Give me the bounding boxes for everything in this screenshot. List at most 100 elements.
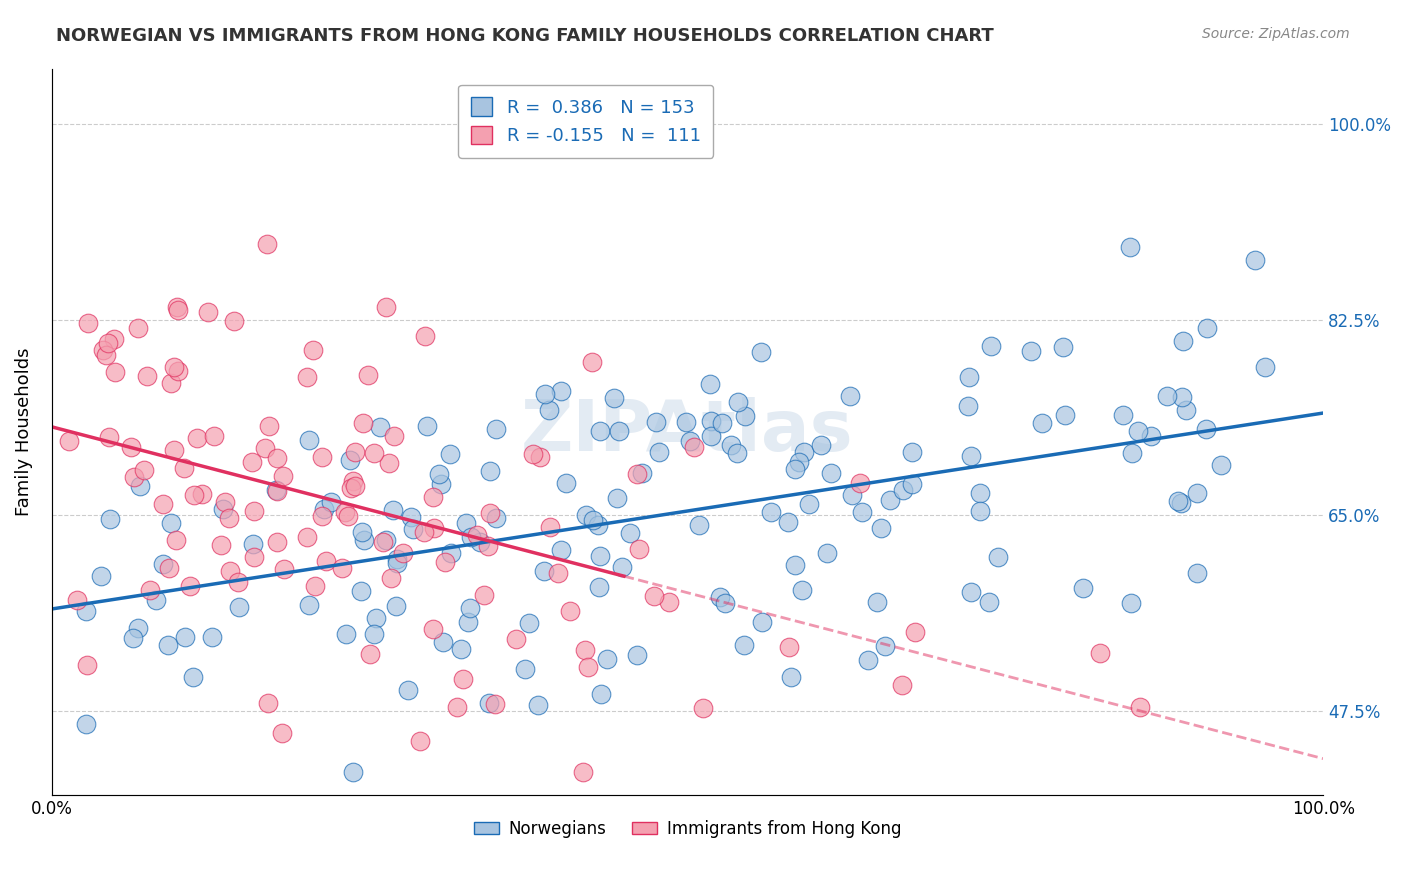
Point	[385, 599, 408, 614]
Point	[224, 314, 246, 328]
Point	[711, 416, 734, 430]
Point	[156, 638, 179, 652]
Point	[733, 638, 755, 652]
Point	[295, 370, 318, 384]
Point	[214, 495, 236, 509]
Point	[242, 537, 264, 551]
Point	[734, 409, 756, 423]
Point	[749, 345, 772, 359]
Point	[298, 434, 321, 448]
Point	[209, 538, 232, 552]
Point	[374, 301, 396, 315]
Point	[658, 595, 681, 609]
Point	[589, 424, 612, 438]
Point	[538, 520, 561, 534]
Point	[1156, 388, 1178, 402]
Point	[1170, 495, 1192, 509]
Point	[477, 539, 499, 553]
Point	[422, 521, 444, 535]
Point	[135, 368, 157, 383]
Point	[166, 302, 188, 317]
Point	[643, 589, 665, 603]
Point	[820, 466, 842, 480]
Point	[780, 670, 803, 684]
Point	[1052, 340, 1074, 354]
Point	[321, 494, 343, 508]
Point	[75, 604, 97, 618]
Point	[368, 420, 391, 434]
Point	[576, 659, 599, 673]
Point	[364, 611, 387, 625]
Point	[273, 562, 295, 576]
Point	[1209, 458, 1232, 473]
Point	[610, 559, 633, 574]
Point	[152, 497, 174, 511]
Point	[485, 510, 508, 524]
Point	[1031, 417, 1053, 431]
Point	[858, 652, 880, 666]
Point	[98, 430, 121, 444]
Point	[979, 339, 1001, 353]
Point	[959, 585, 981, 599]
Point	[1170, 390, 1192, 404]
Point	[1254, 359, 1277, 374]
Point	[412, 524, 434, 539]
Point	[335, 505, 357, 519]
Point	[91, 343, 114, 358]
Point	[1174, 402, 1197, 417]
Point	[675, 415, 697, 429]
Point	[127, 320, 149, 334]
Point	[402, 523, 425, 537]
Point	[254, 441, 277, 455]
Point	[304, 579, 326, 593]
Point	[353, 533, 375, 547]
Point	[793, 445, 815, 459]
Point	[384, 429, 406, 443]
Point	[648, 444, 671, 458]
Point	[977, 595, 1000, 609]
Point	[529, 450, 551, 464]
Point	[589, 687, 612, 701]
Point	[122, 631, 145, 645]
Point	[1139, 429, 1161, 443]
Point	[312, 502, 335, 516]
Point	[700, 429, 723, 443]
Point	[890, 678, 912, 692]
Point	[90, 569, 112, 583]
Point	[335, 627, 357, 641]
Point	[427, 467, 450, 481]
Point	[891, 483, 914, 497]
Point	[183, 488, 205, 502]
Point	[759, 505, 782, 519]
Point	[692, 701, 714, 715]
Point	[228, 599, 250, 614]
Point	[725, 445, 748, 459]
Point	[550, 542, 572, 557]
Point	[575, 508, 598, 522]
Point	[1128, 424, 1150, 438]
Text: ZIPAtlas: ZIPAtlas	[522, 397, 853, 467]
Point	[534, 387, 557, 401]
Point	[626, 648, 648, 662]
Point	[969, 485, 991, 500]
Point	[550, 384, 572, 399]
Point	[505, 632, 527, 647]
Point	[581, 355, 603, 369]
Point	[558, 603, 581, 617]
Point	[589, 549, 612, 563]
Point	[266, 534, 288, 549]
Point	[799, 497, 821, 511]
Point	[626, 467, 648, 481]
Text: NORWEGIAN VS IMMIGRANTS FROM HONG KONG FAMILY HOUSEHOLDS CORRELATION CHART: NORWEGIAN VS IMMIGRANTS FROM HONG KONG F…	[56, 27, 994, 45]
Point	[271, 468, 294, 483]
Y-axis label: Family Households: Family Households	[15, 347, 32, 516]
Point	[1071, 581, 1094, 595]
Point	[104, 365, 127, 379]
Point	[785, 462, 807, 476]
Point	[644, 415, 666, 429]
Point	[1171, 334, 1194, 348]
Point	[873, 639, 896, 653]
Point	[186, 431, 208, 445]
Point	[350, 583, 373, 598]
Point	[160, 376, 183, 390]
